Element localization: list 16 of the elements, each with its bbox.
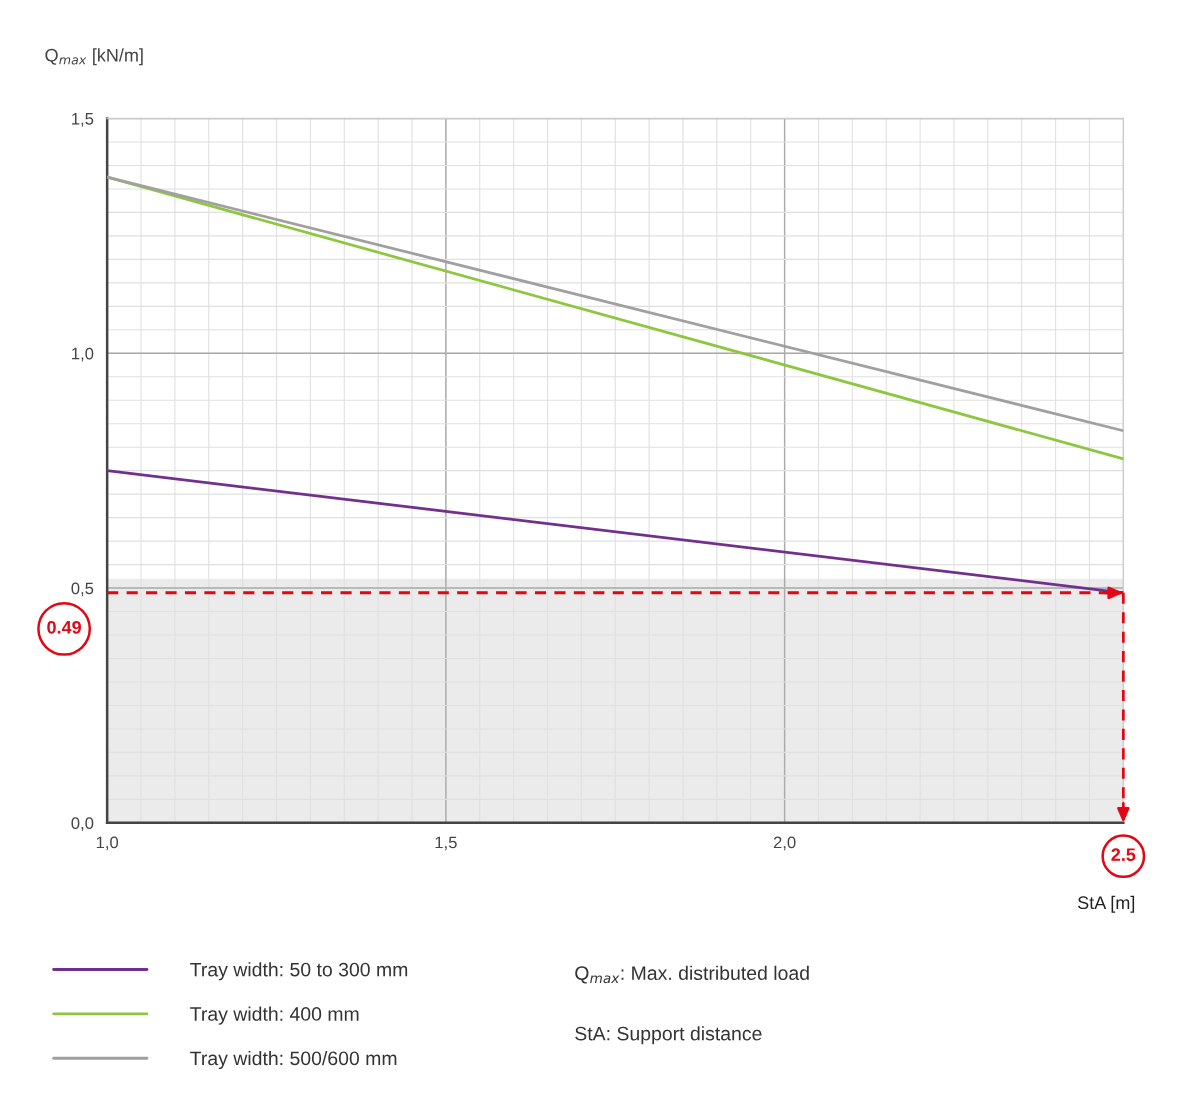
x-tick-label: 1,0 [96, 836, 119, 851]
y-axis-title: Q$_{max}$ [kN/m] [45, 48, 143, 66]
text: StA: Support distance [575, 1026, 762, 1045]
y-tick-label: 1,5 [72, 113, 94, 127]
legend-label: Tray width: 50 to 300 mm [190, 962, 408, 981]
y-tick-label: 0,0 [71, 817, 94, 832]
y-tick-label: 0,5 [71, 582, 94, 597]
ref-line-label: 0.49 [47, 620, 81, 634]
ref-line-label: 2.5 [1111, 848, 1136, 862]
x-tick-label: 2,0 [773, 836, 796, 851]
x-tick-label: 1,5 [435, 836, 457, 851]
legend-label: Tray width: 500/600 mm [190, 1050, 397, 1070]
legend-label: Tray width: 400 mm [190, 1006, 359, 1025]
text: Q$_{max}$: Max. distributed load [575, 965, 809, 984]
y-tick-label: 1,0 [72, 347, 94, 362]
x-axis-title: StA [m] [1077, 895, 1135, 913]
